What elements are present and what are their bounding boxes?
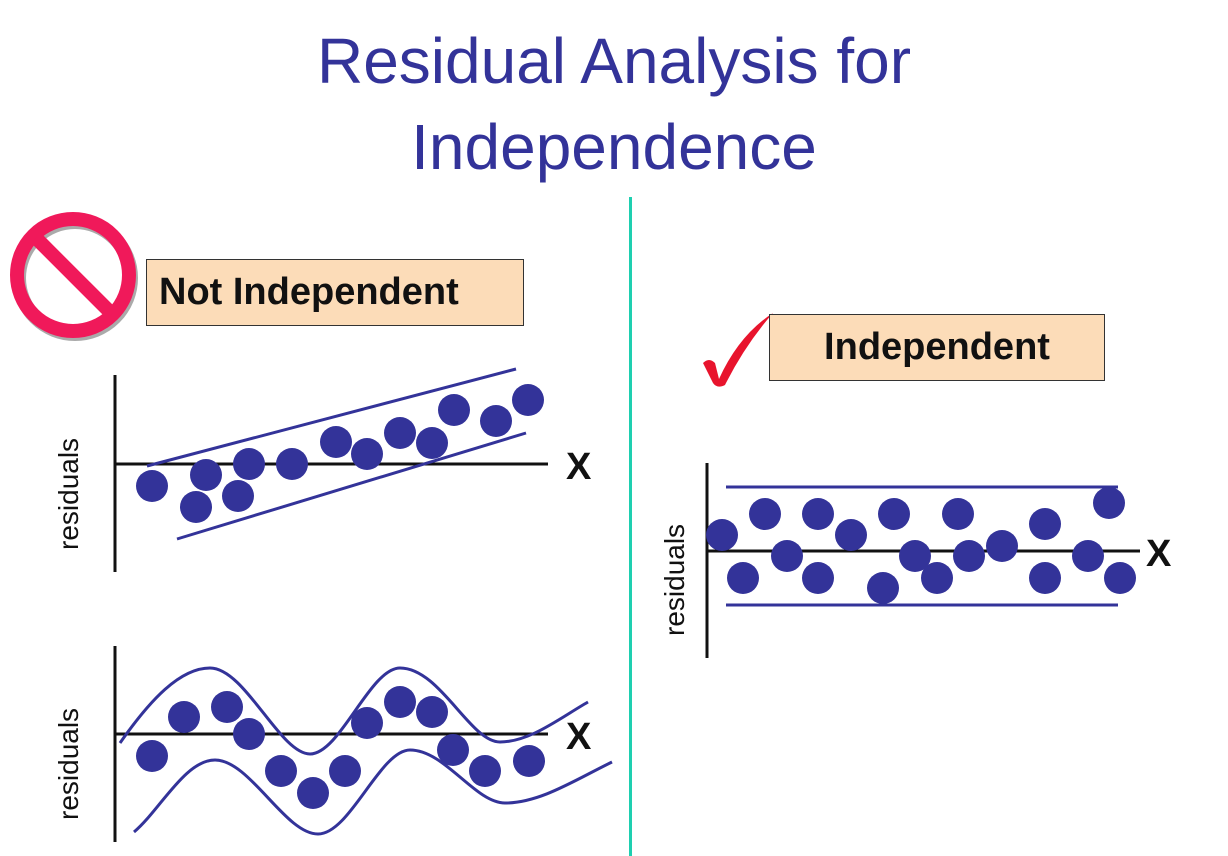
lower-band [176,431,527,541]
page-title: Residual Analysis for Independence [0,18,1228,190]
independent-label: Independent [769,314,1105,381]
center-divider [629,197,632,856]
checkmark-icon [703,313,773,387]
y-axis-label: residuals [659,524,690,636]
upper-band [146,367,517,468]
residual-points [136,686,545,809]
no-symbol-icon [10,212,138,341]
residual-points [136,384,544,523]
x-axis-label: X [566,716,592,758]
y-axis-label: residuals [53,438,84,550]
title-line-2: Independence [411,111,817,183]
lower-band [133,748,613,836]
residual-points [706,487,1136,604]
y-axis-label: residuals [53,708,84,820]
upper-band [118,666,589,756]
not-independent-label: Not Independent [146,259,524,326]
title-line-1: Residual Analysis for [316,25,912,97]
x-axis-label: X [566,446,592,488]
x-axis-label: X [1146,533,1172,575]
